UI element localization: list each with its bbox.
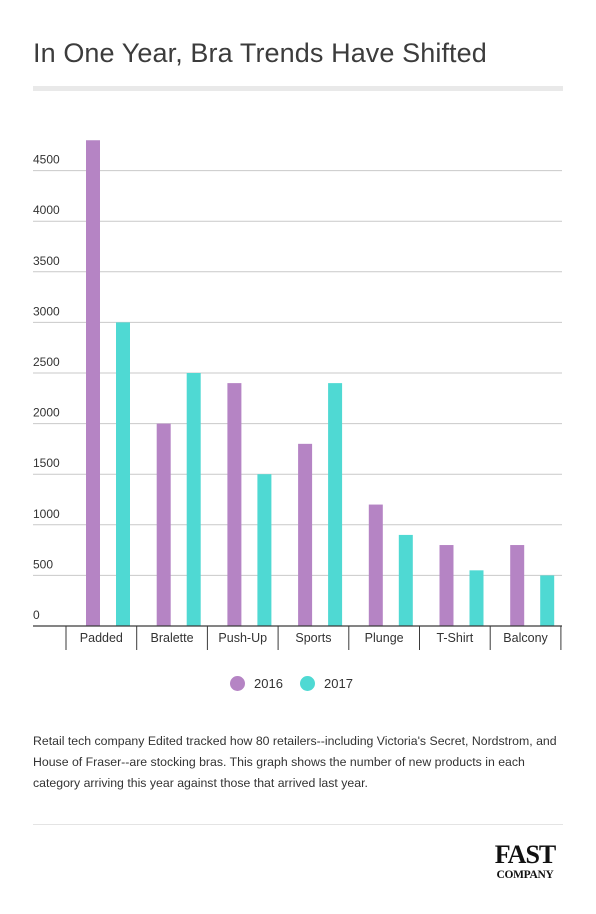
x-axis (33, 625, 562, 650)
bar-sports-2016 (298, 443, 313, 626)
legend-swatch-2016 (230, 676, 245, 691)
y-tick-label: 3000 (33, 304, 60, 318)
x-tick-label: Push-Up (218, 631, 267, 645)
bar-padded-2017 (116, 322, 130, 626)
legend-item-2017: 2017 (300, 676, 353, 691)
bar-chart: 0 500 1000 1500 2000 2500 3000 3500 4000 4500 Pad… (33, 140, 562, 650)
legend-swatch-2017 (300, 676, 315, 691)
y-tick-label: 4500 (33, 153, 60, 167)
y-tick-label: 1000 (33, 507, 60, 521)
x-tick-label: Balcony (503, 631, 548, 645)
grid-lines (33, 170, 562, 576)
x-tick-label: Bralette (151, 631, 194, 645)
y-tick-label: 500 (33, 557, 53, 571)
bar-bralette-2017 (186, 373, 201, 626)
y-tick-label: 3500 (33, 254, 60, 268)
bar-t-shirt-2017 (469, 570, 484, 626)
y-tick-label: 1500 (33, 456, 60, 470)
x-tick-label: Plunge (365, 631, 404, 645)
bar-push-up-2016 (227, 383, 242, 626)
bar-plunge-2016 (368, 504, 383, 626)
legend-label-2016: 2016 (254, 676, 283, 691)
x-axis-ticks: Padded Bralette Push-Up Sports Plunge T-Shirt… (80, 631, 549, 645)
x-tick-label: Padded (80, 631, 123, 645)
bar-balcony-2017 (540, 575, 555, 626)
chart-title: In One Year, Bra Trends Have Shifted (33, 38, 487, 68)
y-tick-label: 2500 (33, 355, 60, 369)
x-tick-label: Sports (295, 631, 331, 645)
legend-label-2017: 2017 (324, 676, 353, 691)
logo-text-bottom: COMPANY (496, 869, 554, 881)
logo-text-top: FAST (494, 840, 557, 869)
legend-item-2016: 2016 (230, 676, 283, 691)
y-tick-label: 4000 (33, 203, 60, 217)
footer-divider (33, 824, 563, 825)
chart-description: Retail tech company Edited tracked how 8… (33, 734, 557, 790)
x-tick-label: T-Shirt (436, 631, 473, 645)
bar-plunge-2017 (398, 534, 413, 626)
y-tick-label: 2000 (33, 406, 60, 420)
bars (86, 140, 555, 627)
legend: 2016 2017 (0, 676, 596, 700)
title-divider (33, 86, 563, 91)
bar-padded-2016 (86, 140, 100, 627)
y-tick-label: 0 (33, 608, 40, 622)
y-axis-ticks: 0 500 1000 1500 2000 2500 3000 3500 4000 4500 (33, 153, 60, 622)
bar-bralette-2016 (156, 423, 171, 626)
fast-company-logo: FAST COMPANY (492, 840, 558, 891)
bar-sports-2017 (328, 383, 343, 626)
bar-push-up-2017 (257, 474, 272, 626)
bar-balcony-2016 (510, 545, 525, 626)
bar-t-shirt-2016 (439, 545, 454, 626)
